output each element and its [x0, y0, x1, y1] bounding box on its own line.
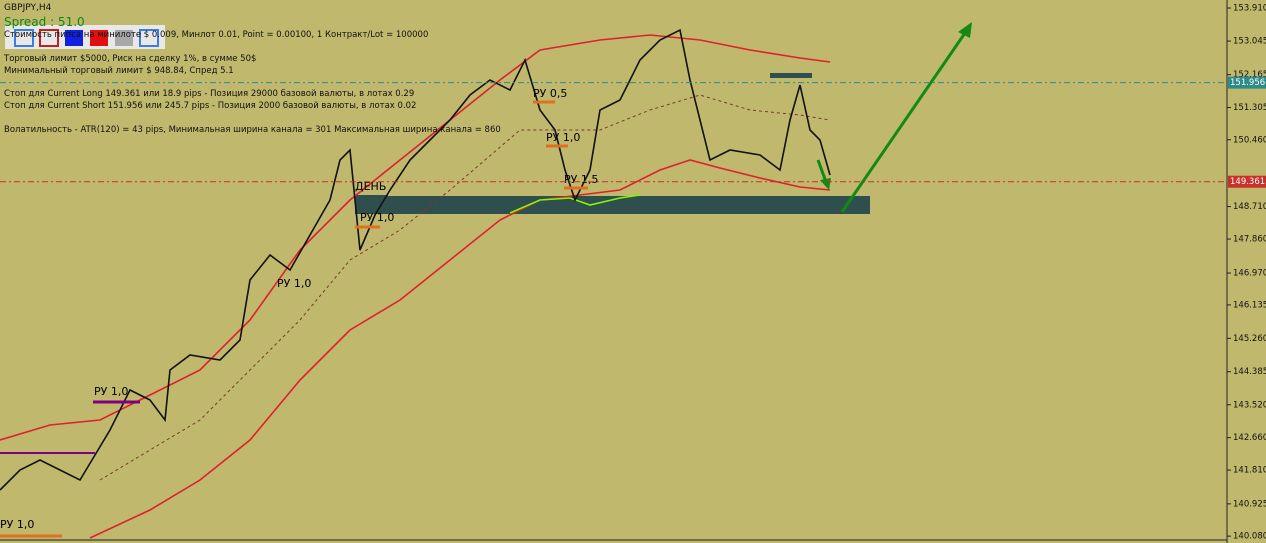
chart-label: ДЕНЬ — [355, 180, 386, 193]
price-tick-label: 147.860 — [1233, 235, 1266, 245]
price-box-label: 151.956 — [1230, 78, 1265, 88]
chart-label: РУ 0,5 — [533, 87, 567, 100]
price-tick-label: 148.710 — [1233, 202, 1266, 212]
arrow — [816, 159, 828, 183]
price-tick-label: 151.305 — [1233, 103, 1266, 113]
price-tick-label: 153.045 — [1233, 37, 1266, 47]
arrow — [840, 32, 967, 213]
price-tick-label: 141.810 — [1233, 466, 1266, 476]
price-tick-label: 144.385 — [1233, 367, 1266, 377]
info-line: Стоп для Current Short 151.956 или 245.7… — [4, 101, 417, 111]
price-box — [1228, 175, 1266, 188]
toolbar — [5, 25, 165, 49]
info-line: Торговый лимит $5000, Риск на сделку 1%,… — [4, 54, 257, 64]
chart-label: РУ 1,0 — [0, 518, 34, 531]
price-tick-label: 143.520 — [1233, 400, 1266, 410]
price-tick-label: 145.260 — [1233, 334, 1266, 344]
price-tick-label: 146.970 — [1233, 269, 1266, 279]
symbol-title: GBPJPY,H4 — [4, 3, 52, 13]
price — [0, 28, 831, 491]
middle-line — [99, 94, 831, 481]
axis-bg — [1227, 0, 1266, 543]
price-tick-label: 153.910 — [1233, 4, 1266, 14]
price-box-label: 149.361 — [1230, 177, 1265, 187]
chart-label: РУ 1,5 — [564, 173, 598, 186]
button[interactable] — [139, 29, 159, 47]
upper-band — [0, 34, 831, 441]
info-line: Волатильность - ATR(120) = 43 pips, Мини… — [4, 125, 501, 135]
chart-label: РУ 1,0 — [277, 277, 311, 290]
price-tick-label: 140.080 — [1233, 532, 1266, 542]
zone — [388, 196, 870, 214]
zone — [355, 195, 388, 214]
zone — [770, 73, 812, 78]
spread: Spread : 51.0 — [4, 15, 85, 29]
info-line: Минимальный торговый лимит $ 948.84, Спр… — [4, 66, 234, 76]
arrow-head — [820, 178, 831, 190]
button[interactable] — [39, 29, 59, 47]
chart-label: РУ 1,0 — [546, 131, 580, 144]
chart-label: РУ 1,0 — [360, 211, 394, 224]
chart-label: РУ 1,0 — [94, 385, 128, 398]
button[interactable] — [14, 29, 34, 47]
button[interactable] — [65, 30, 83, 46]
price-tick-label: 140.925 — [1233, 499, 1266, 509]
price-tick-label: 142.660 — [1233, 433, 1266, 443]
price-tick-label: 150.460 — [1233, 135, 1266, 145]
price-box — [1228, 76, 1266, 89]
info-line: Стоп для Current Long 149.361 или 18.9 p… — [4, 89, 415, 99]
info-line: Стоимость пипса на минилоте $ 0.009, Мин… — [4, 30, 429, 40]
button[interactable] — [90, 30, 108, 46]
arrow-head — [958, 22, 972, 38]
green-curve — [509, 194, 641, 214]
price-tick-label: 152.165 — [1233, 70, 1266, 80]
lower-band — [89, 159, 831, 539]
button[interactable] — [115, 30, 133, 46]
price-tick-label: 146.135 — [1233, 300, 1266, 310]
